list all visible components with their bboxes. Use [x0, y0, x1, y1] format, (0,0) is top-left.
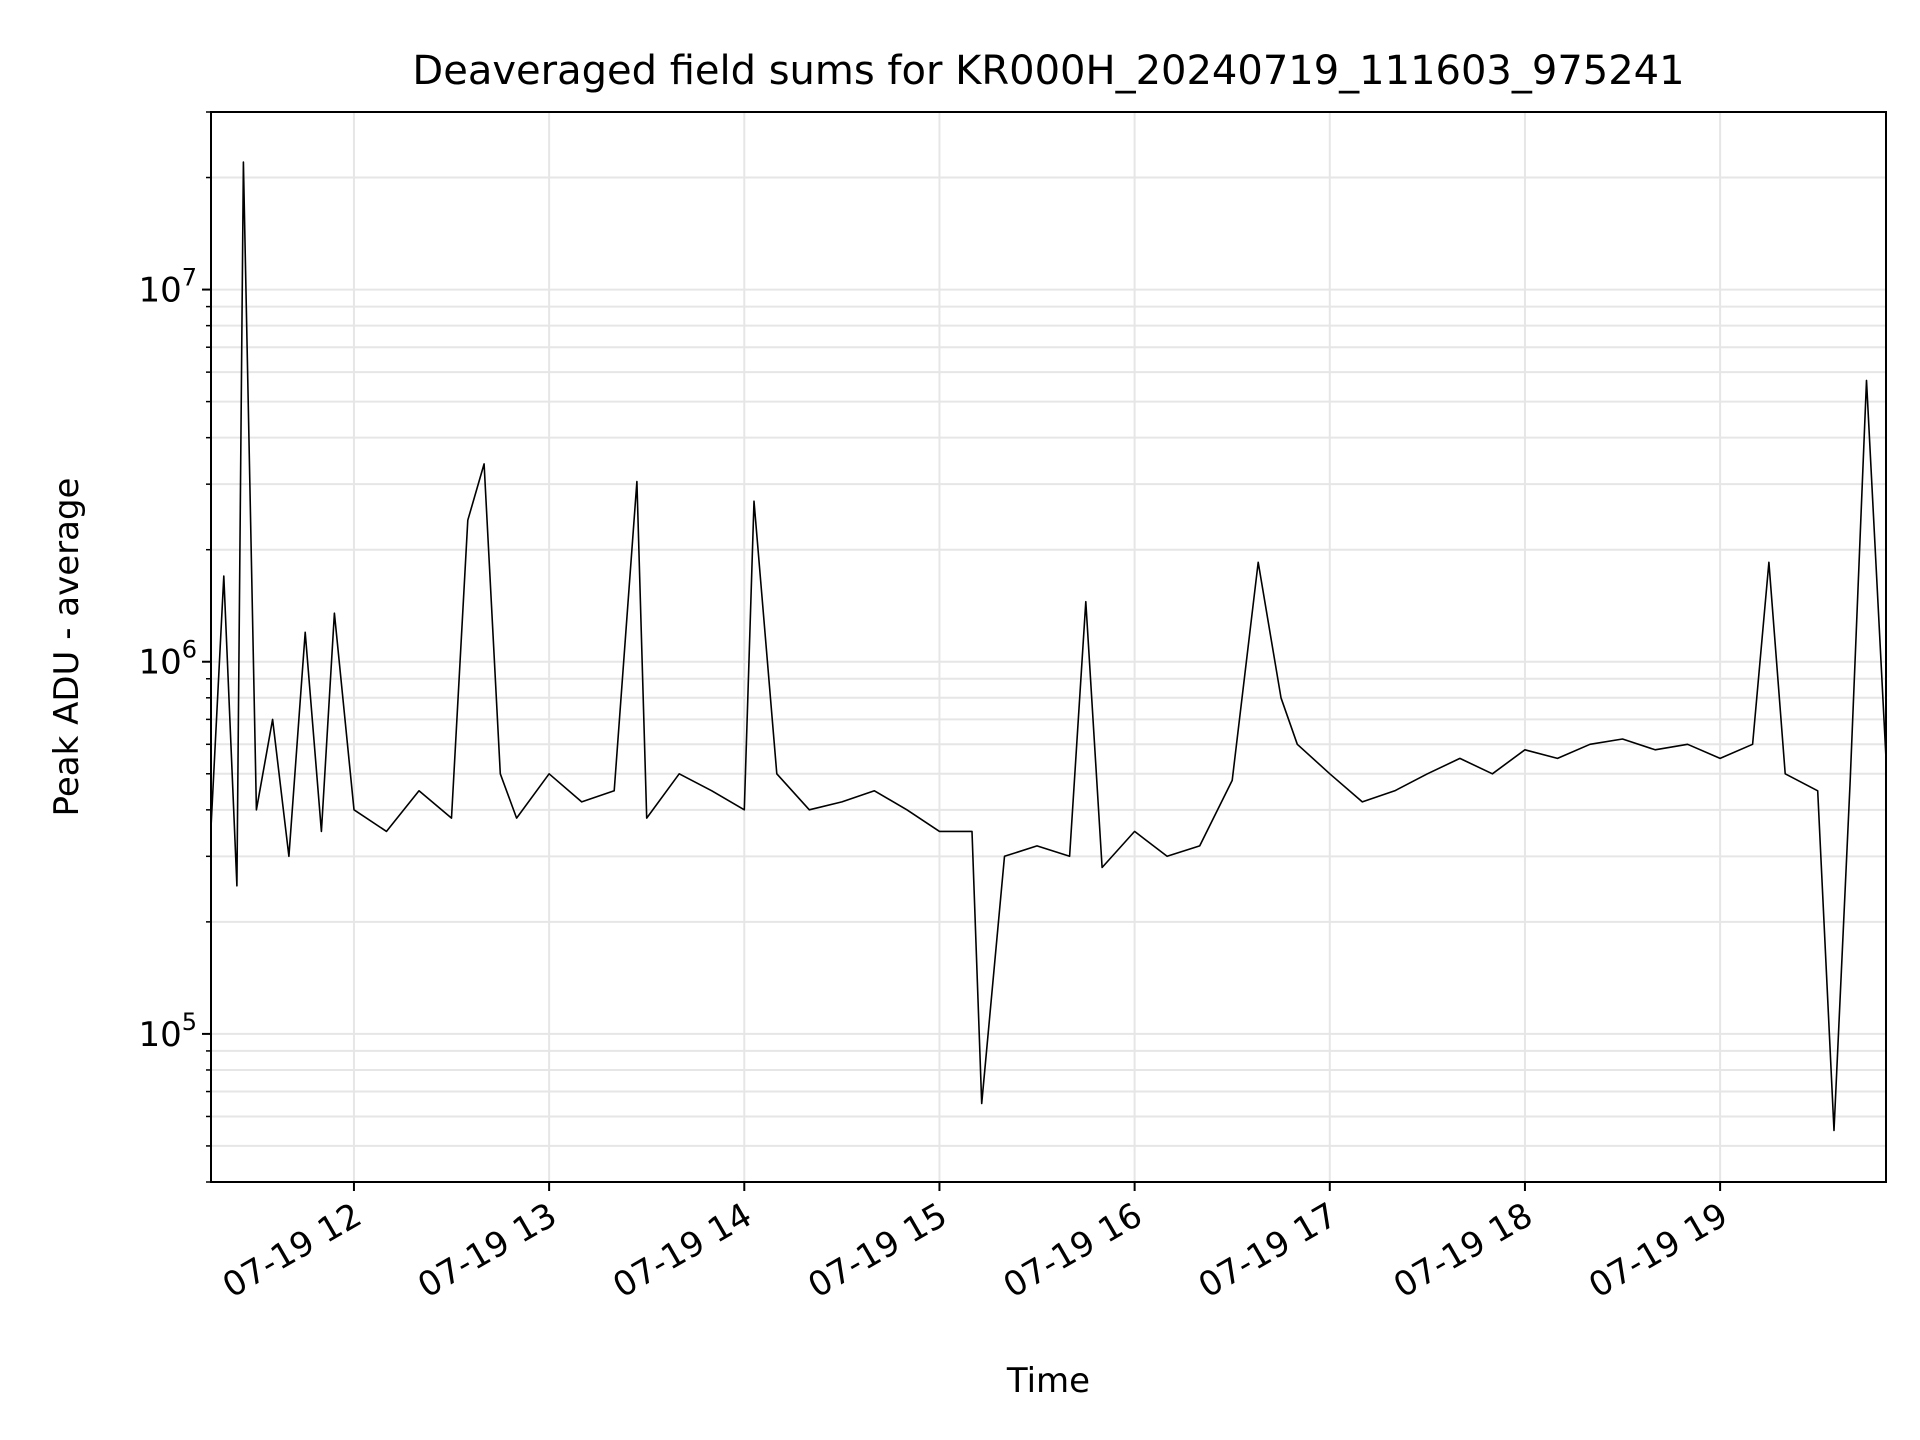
axis-ticks	[202, 111, 1722, 1191]
y-tick-label-base: 10	[138, 271, 181, 311]
x-tick-label: 07-19 18	[1387, 1195, 1539, 1306]
y-tick-label: 105	[138, 1008, 197, 1055]
grid-minor-lines	[211, 111, 1886, 1183]
plot-area-frame	[210, 111, 1887, 1183]
x-tick-label: 07-19 19	[1582, 1195, 1734, 1306]
y-tick-label-exponent: 7	[182, 264, 197, 292]
y-axis-label: Peak ADU - average	[47, 478, 87, 817]
x-tick-label: 07-19 14	[606, 1195, 758, 1306]
x-axis-label: Time	[1006, 1361, 1090, 1401]
grid-major-lines	[211, 112, 1886, 1182]
x-tick-label: 07-19 12	[216, 1195, 368, 1306]
y-tick-label-base: 10	[138, 643, 181, 683]
x-tick-label: 07-19 17	[1192, 1195, 1344, 1306]
y-tick-label: 107	[138, 264, 197, 311]
x-tick-label: 07-19 15	[802, 1195, 954, 1306]
x-tick-label: 07-19 16	[997, 1195, 1149, 1306]
chart-title: Deaveraged field sums for KR000H_2024071…	[412, 48, 1684, 94]
y-tick-label: 106	[138, 636, 197, 683]
x-tick-label: 07-19 13	[411, 1195, 563, 1306]
y-tick-label-exponent: 6	[182, 636, 197, 664]
x-tick-labels: 07-19 12 07-19 13 07-19 14 07-19 15 07-19 16…	[216, 1195, 1735, 1306]
series-line	[210, 161, 1887, 1132]
y-tick-label-exponent: 5	[182, 1008, 197, 1036]
y-tick-label-base: 10	[138, 1015, 181, 1055]
series-layer	[210, 161, 1887, 1132]
